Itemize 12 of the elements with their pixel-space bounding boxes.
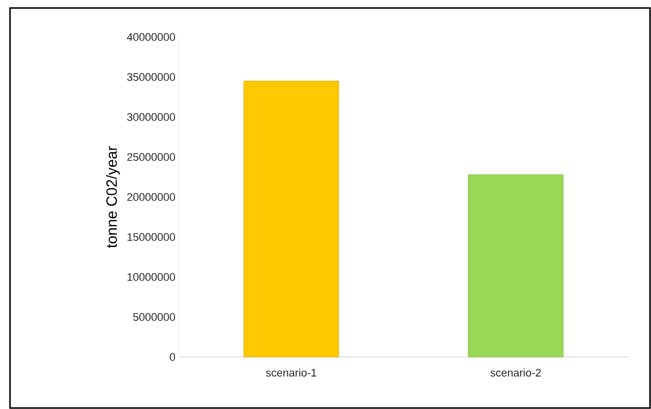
y-tick-label: 20000000 — [127, 193, 176, 201]
y-tick-label: 25000000 — [127, 153, 176, 161]
y-tick-label: 30000000 — [127, 113, 176, 121]
y-tick-label: 15000000 — [128, 233, 176, 241]
y-tick-label: 5000000 — [133, 313, 176, 321]
x-tick-label: scenario-1 — [266, 368, 316, 377]
x-tick-label: scenario-2 — [490, 368, 541, 377]
y-tick-label: 35000000 — [127, 73, 176, 81]
y-axis-title: tonne C02/year — [106, 146, 120, 248]
y-tick-label: 0 — [170, 353, 176, 361]
y-tick-label: 40000000 — [126, 33, 176, 41]
y-tick-label: 10000000 — [128, 273, 176, 281]
